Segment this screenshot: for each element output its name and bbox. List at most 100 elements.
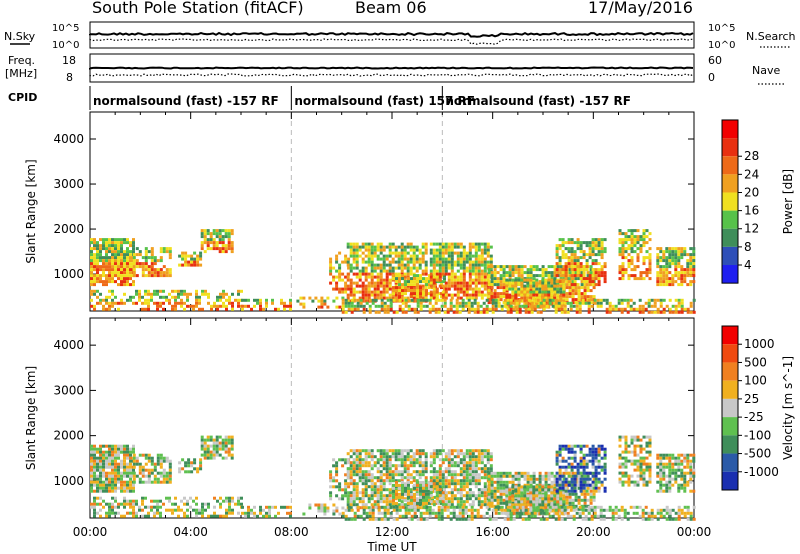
echo-cell xyxy=(114,256,117,260)
echo-cell xyxy=(174,289,177,293)
echo-cell xyxy=(564,247,568,251)
echo-cell xyxy=(364,455,368,459)
echo-cell xyxy=(99,280,102,284)
echo-cell xyxy=(403,455,407,459)
echo-cell xyxy=(111,474,114,478)
echo-cell xyxy=(400,455,404,459)
echo-cell xyxy=(630,241,634,245)
echo-cell xyxy=(683,277,687,281)
echo-cell xyxy=(474,245,478,249)
echo-cell xyxy=(561,250,565,254)
echo-cell xyxy=(483,464,487,468)
echo-cell xyxy=(123,450,126,454)
echo-cell xyxy=(228,499,231,503)
echo-cell xyxy=(168,247,172,251)
echo-cell xyxy=(517,486,521,490)
echo-cell xyxy=(620,301,624,305)
echo-cell xyxy=(432,449,436,453)
echo-cell xyxy=(222,289,225,293)
echo-cell xyxy=(117,241,120,245)
echo-cell xyxy=(474,272,478,276)
echo-cell xyxy=(585,244,589,248)
echo-cell xyxy=(446,310,450,314)
echo-cell xyxy=(93,277,96,281)
echo-cell xyxy=(391,449,395,453)
echo-cell xyxy=(468,461,472,465)
echo-cell xyxy=(111,268,114,272)
echo-cell xyxy=(126,274,129,278)
echo-cell xyxy=(624,268,628,272)
echo-cell xyxy=(409,473,413,477)
echo-cell xyxy=(317,305,321,309)
echo-cell xyxy=(477,482,481,486)
echo-cell xyxy=(535,274,539,278)
echo-cell xyxy=(586,295,590,299)
echo-cell xyxy=(642,244,646,248)
echo-cell xyxy=(462,272,466,276)
echo-cell xyxy=(129,256,132,260)
echo-cell xyxy=(123,496,126,500)
echo-cell xyxy=(618,271,622,275)
echo-cell xyxy=(618,238,622,242)
echo-cell xyxy=(153,271,157,275)
echo-cell xyxy=(219,298,222,302)
echo-cell xyxy=(642,232,646,236)
echo-cell xyxy=(99,274,102,278)
echo-cell xyxy=(438,473,442,477)
echo-cell xyxy=(153,292,156,296)
echo-cell xyxy=(565,495,569,499)
echo-cell xyxy=(215,441,219,445)
echo-cell xyxy=(111,262,114,266)
echo-cell xyxy=(409,260,413,264)
echo-cell xyxy=(476,307,480,311)
echo-cell xyxy=(120,244,123,248)
echo-cell xyxy=(558,280,562,284)
echo-cell xyxy=(465,287,469,291)
echo-cell xyxy=(560,310,564,314)
echo-cell xyxy=(341,287,345,291)
echo-cell xyxy=(108,486,111,490)
echo-cell xyxy=(96,268,99,272)
echo-cell xyxy=(377,310,381,314)
echo-cell xyxy=(577,495,581,499)
echo-cell xyxy=(395,277,398,281)
echo-cell xyxy=(574,507,578,511)
echo-cell xyxy=(409,248,413,252)
echo-cell xyxy=(656,298,660,302)
echo-cell xyxy=(407,489,410,493)
echo-cell xyxy=(221,250,225,254)
echo-cell xyxy=(338,458,342,462)
echo-cell xyxy=(388,467,392,471)
echo-cell xyxy=(450,242,454,246)
echo-cell xyxy=(341,278,345,282)
y-axis-label: Slant Range [km] xyxy=(24,159,38,263)
echo-cell xyxy=(376,488,380,492)
echo-cell xyxy=(465,485,469,489)
echo-cell xyxy=(596,301,600,305)
echo-cell xyxy=(230,447,234,451)
echo-cell xyxy=(198,307,201,311)
echo-cell xyxy=(582,250,586,254)
echo-cell xyxy=(447,281,451,285)
echo-cell xyxy=(588,256,592,260)
echo-cell xyxy=(444,287,448,291)
echo-cell xyxy=(138,471,142,475)
echo-cell xyxy=(508,488,512,492)
colorbar-tick-label: 8 xyxy=(744,240,752,254)
echo-cell xyxy=(576,274,580,278)
echo-cell xyxy=(241,307,244,311)
echo-cell xyxy=(480,254,484,258)
echo-cell xyxy=(459,257,463,261)
echo-cell xyxy=(428,283,431,287)
echo-cell xyxy=(594,277,598,281)
y-tick-label: 1000 xyxy=(53,267,84,281)
echo-cell xyxy=(132,241,135,245)
echo-cell xyxy=(477,275,481,279)
echo-cell xyxy=(505,278,509,282)
echo-cell xyxy=(400,470,404,474)
echo-cell xyxy=(424,296,428,300)
echo-cell xyxy=(114,456,117,460)
echo-cell xyxy=(96,259,99,263)
echo-cell xyxy=(677,250,681,254)
echo-cell xyxy=(514,503,518,507)
